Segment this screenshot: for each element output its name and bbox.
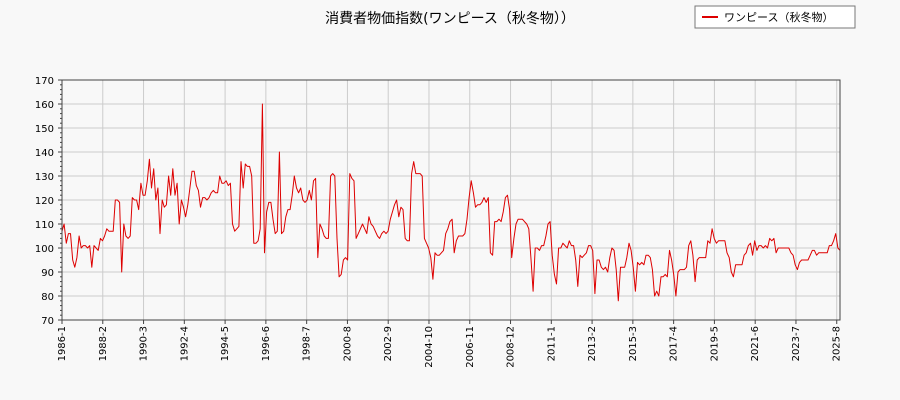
- series-layer: [61, 103, 841, 302]
- x-tick-label: 2023-7: [791, 326, 802, 361]
- x-tick-label: 1988-2: [98, 326, 109, 361]
- y-tick-label: 90: [41, 268, 54, 279]
- x-tick-label: 1996-6: [261, 326, 272, 361]
- y-tick-label: 160: [35, 100, 54, 111]
- y-axis: 70 80 90 100 110 120 130 140 150 160 170: [35, 76, 62, 327]
- x-tick-label: 2017-4: [669, 326, 680, 361]
- x-tick-label: 1986-1: [57, 326, 68, 361]
- y-tick-label: 150: [35, 124, 54, 135]
- x-tick-label: 1994-5: [220, 326, 231, 361]
- x-tick-label: 2013-2: [587, 326, 598, 361]
- y-tick-label: 110: [35, 220, 54, 231]
- x-tick-label: 2015-3: [628, 326, 639, 361]
- x-tick-label: 2008-12: [506, 326, 517, 368]
- x-tick-label: 1990-3: [139, 326, 150, 361]
- y-tick-label: 130: [35, 172, 54, 183]
- plot-area: [61, 79, 841, 321]
- series-line: [61, 103, 841, 302]
- x-tick-label: 2002-9: [383, 326, 394, 361]
- y-tick-label: 70: [41, 316, 54, 327]
- y-tick-label: 140: [35, 148, 54, 159]
- x-axis: 1986-1 1988-2 1990-3 1992-4 1994-5 1996-6 1998…: [57, 320, 843, 368]
- x-tick-label: 2025-8: [832, 326, 843, 361]
- x-tick-label: 2019-5: [709, 326, 720, 361]
- x-tick-label: 1992-4: [179, 326, 190, 361]
- x-tick-label: 1998-7: [302, 326, 313, 361]
- y-tick-label: 100: [35, 244, 54, 255]
- chart-title: 消費者物価指数(ワンピース（秋冬物））: [325, 11, 575, 27]
- legend-label: ワンピース（秋冬物）: [724, 10, 833, 24]
- x-tick-label: 2021-6: [750, 326, 761, 361]
- x-tick-label: 2004-10: [424, 326, 435, 368]
- legend-box: [694, 5, 856, 29]
- y-tick-label: 170: [35, 76, 54, 87]
- legend: ワンピース（秋冬物）: [694, 5, 856, 29]
- x-tick-label: 2011-1: [546, 326, 557, 361]
- y-tick-label: 120: [35, 196, 54, 207]
- y-tick-label: 80: [41, 292, 54, 303]
- x-tick-label: 2000-8: [342, 326, 353, 361]
- x-tick-label: 2006-11: [465, 326, 476, 368]
- grid: [61, 79, 840, 321]
